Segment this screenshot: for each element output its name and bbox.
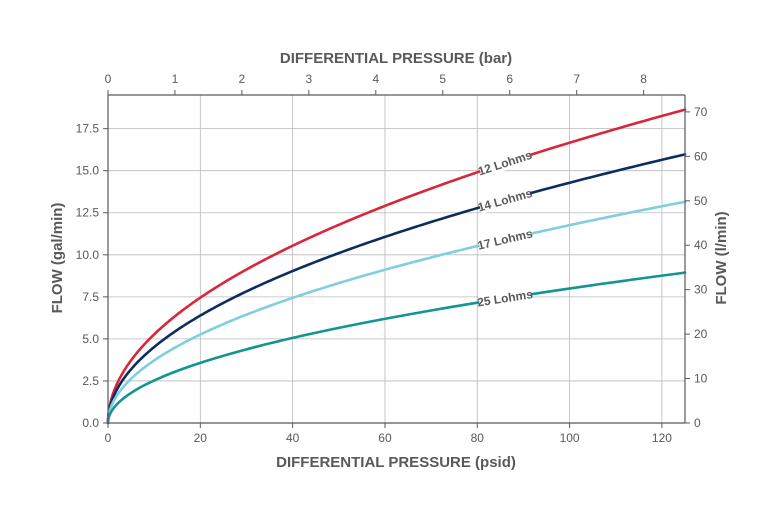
grid-lines	[108, 95, 685, 423]
left-tick-label: 17.5	[76, 122, 100, 136]
right-tick-label: 50	[694, 194, 708, 208]
right-tick-label: 30	[694, 283, 708, 297]
top-tick-label: 8	[640, 72, 647, 86]
top-tick-label: 2	[239, 72, 246, 86]
left-tick-label: 12.5	[76, 206, 100, 220]
series-curves	[106, 108, 687, 425]
series-label-backdrop	[477, 285, 532, 310]
bottom-tick-label: 40	[286, 431, 300, 445]
bottom-tick-label: 20	[194, 431, 208, 445]
series-label-backdrop	[477, 146, 532, 178]
top-tick-label: 5	[439, 72, 446, 86]
series-line-25-lohms	[106, 271, 687, 425]
top-tick-label: 4	[372, 72, 379, 86]
plot-frame	[107, 94, 686, 424]
left-tick-label: 10.0	[76, 248, 100, 262]
bottom-tick-label: 80	[471, 431, 485, 445]
left-tick-label: 15.0	[76, 164, 100, 178]
series-label-group: 12 Lohms	[476, 146, 534, 179]
series-label-25-lohms: 25 Lohms	[476, 287, 534, 310]
right-tick-label: 60	[694, 149, 708, 163]
left-tick-label: 2.5	[82, 374, 99, 388]
series-label-group: 17 Lohms	[476, 224, 534, 253]
right-tick-label: 40	[694, 238, 708, 252]
top-tick-label: 6	[506, 72, 513, 86]
series-line-17-lohms	[106, 200, 687, 425]
bottom-tick-label: 120	[652, 431, 672, 445]
bottom-tick-label: 0	[105, 431, 112, 445]
right-tick-label: 0	[694, 416, 701, 430]
left-tick-label: 7.5	[82, 290, 99, 304]
series-label-group: 25 Lohms	[476, 285, 534, 310]
bottom-tick-label: 60	[378, 431, 392, 445]
top-tick-label: 0	[105, 72, 112, 86]
left-tick-label: 0.0	[82, 416, 99, 430]
series-label-backdrop	[477, 224, 532, 253]
left-axis-title: FLOW (gal/min)	[49, 203, 66, 314]
right-tick-label: 70	[694, 105, 708, 119]
bottom-tick-label: 100	[560, 431, 580, 445]
right-axis-title: FLOW (l/min)	[713, 211, 730, 304]
top-axis-title: DIFFERENTIAL PRESSURE (bar)	[280, 50, 512, 67]
left-tick-label: 5.0	[82, 332, 99, 346]
series-label-12-lohms: 12 Lohms	[476, 148, 534, 179]
series-label-group: 14 Lohms	[476, 184, 534, 215]
right-tick-label: 10	[694, 372, 708, 386]
series-label-backdrop	[477, 184, 532, 214]
bottom-axis-title: DIFFERENTIAL PRESSURE (psid)	[276, 454, 516, 471]
top-tick-label: 7	[573, 72, 580, 86]
top-tick-label: 1	[172, 72, 179, 86]
right-tick-label: 20	[694, 327, 708, 341]
series-line-14-lohms	[106, 153, 687, 425]
top-tick-label: 3	[306, 72, 313, 86]
series-label-14-lohms: 14 Lohms	[476, 186, 534, 215]
